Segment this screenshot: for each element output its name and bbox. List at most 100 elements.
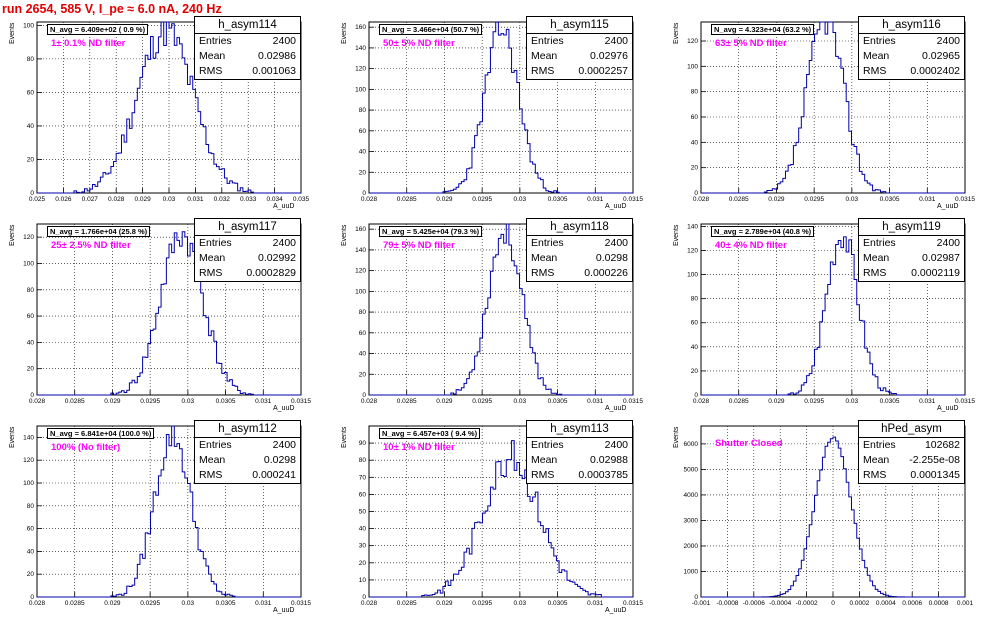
histogram-name: h_asym114 [195,17,300,34]
stats-key: Entries [863,237,896,249]
x-tick-label: 0.03 [514,196,527,203]
filter-label: 10± 1% ND filter [383,442,455,453]
stats-value: 0.02976 [590,50,628,62]
y-tick-label: 20 [359,371,367,378]
stats-value: 2400 [604,439,628,451]
stats-row-entries: Entries 2400 [199,236,296,251]
stats-row-mean: Mean -2.255e-08 [863,453,960,468]
x-tick-label: 0.031 [587,398,604,405]
stats-row-rms: RMS 0.0002829 [199,266,296,281]
y-tick-label: 80 [359,107,367,114]
y-tick-label: 100 [355,86,366,93]
stats-value: 0.02965 [922,50,960,62]
y-tick-label: 60 [691,320,699,327]
histogram-line [369,223,633,396]
x-tick-label: 0.0305 [880,196,900,203]
x-axis-label: A_uuD [605,607,627,614]
x-tick-label: 0.0285 [397,196,417,203]
y-tick-label: 90 [359,440,367,447]
stats-key: Entries [199,237,232,249]
stats-value: 0.001063 [252,65,296,77]
y-tick-label: 80 [359,457,367,464]
x-tick-label: 0.0305 [548,600,568,607]
stats-row-rms: RMS 0.0002119 [863,266,960,281]
y-tick-label: 80 [691,296,699,303]
y-tick-label: 60 [359,491,367,498]
y-tick-label: 40 [691,139,699,146]
stats-row-entries: Entries 2400 [199,34,296,49]
filter-label: 40± 4% ND filter [715,240,787,251]
x-tick-label: 0.001 [957,600,974,607]
y-axis-label: Events [673,426,680,448]
stats-key: Entries [863,439,896,451]
stats-box: h_asym113 Entries 2400 Mean 0.02988 RMS 0.0003… [526,420,633,484]
y-tick-label: 120 [687,247,698,254]
x-tick-label: 0.0315 [623,196,643,203]
histogram-name: h_asym116 [859,17,964,34]
stats-key: Mean [531,252,558,264]
y-tick-label: 100 [355,288,366,295]
stats-row-entries: Entries 2400 [863,236,960,251]
x-tick-label: 0.0295 [472,398,492,405]
navg-label: N_avg = 6.841e+04 (100.0 %) [47,428,155,439]
stats-row-mean: Mean 0.0298 [199,453,296,468]
stats-key: RMS [199,65,223,77]
filter-label: 1± 0.1% ND filter [51,38,126,49]
y-tick-label: 100 [687,272,698,279]
x-tick-label: 0.028 [693,196,710,203]
x-tick-label: 0.0295 [472,600,492,607]
x-tick-label: 0.0285 [65,600,85,607]
stats-row-rms: RMS 0.000226 [531,266,628,281]
x-axis-label: A_uuD [273,607,295,614]
y-tick-label: 0 [30,190,34,197]
stats-value: 2400 [272,35,296,47]
y-tick-label: 160 [355,24,366,31]
x-tick-label: 0.03 [514,398,527,405]
y-tick-label: 40 [27,123,35,130]
histogram-name: h_asym117 [195,219,300,236]
x-tick-label: 0.0002 [849,600,869,607]
y-tick-label: 30 [359,543,367,550]
x-tick-label: 0.029 [768,196,785,203]
stats-key: RMS [863,267,887,279]
x-tick-label: 0.03 [846,398,859,405]
y-tick-label: 60 [691,114,699,121]
histogram-name: h_asym112 [195,421,300,438]
histogram-name: h_asym115 [527,17,632,34]
y-tick-label: 0 [694,190,698,197]
x-tick-label: 0.0305 [216,398,236,405]
histogram-line [369,21,633,194]
stats-value: 0.02986 [258,50,296,62]
stats-key: Entries [863,35,896,47]
stats-value: 0.0002829 [246,267,296,279]
navg-label: N_avg = 2.789e+04 (40.8 %) [711,226,815,237]
x-axis-label: A_uuD [937,203,959,210]
histogram-panel-h_asym116: 0.028 0.0285 0.029 0.0295 0.03 0.0305 0.031 0.0… [664,12,993,217]
x-tick-label: 0.029 [768,398,785,405]
x-tick-label: -0.0008 [716,600,738,607]
stats-value: 0.0003785 [578,469,628,481]
stats-row-entries: Entries 2400 [531,438,628,453]
stats-value: 2400 [272,439,296,451]
y-tick-label: 40 [359,526,367,533]
stats-row-mean: Mean 0.0298 [531,251,628,266]
stats-key: Mean [863,50,890,62]
stats-value: 0.02987 [922,252,960,264]
histogram-line [701,21,965,194]
filter-label: 50± 5% ND filter [383,38,455,49]
navg-label: N_avg = 3.466e+04 (50.7 %) [379,24,483,35]
y-tick-label: 40 [27,339,35,346]
x-tick-label: 0.028 [361,600,378,607]
stats-row-mean: Mean 0.02987 [863,251,960,266]
y-tick-label: 40 [359,149,367,156]
y-axis-label: Events [341,426,348,448]
x-tick-label: 0.033 [240,196,257,203]
stats-box: h_asym114 Entries 2400 Mean 0.02986 RMS 0.0010… [194,16,301,80]
stats-row-rms: RMS 0.0003785 [531,468,628,483]
y-tick-label: 140 [355,45,366,52]
y-tick-label: 160 [355,226,366,233]
stats-box: h_asym112 Entries 2400 Mean 0.0298 RMS 0.00024… [194,420,301,484]
y-tick-label: 80 [27,56,35,63]
histogram-name: h_asym119 [859,219,964,236]
x-tick-label: 0.03 [182,600,195,607]
